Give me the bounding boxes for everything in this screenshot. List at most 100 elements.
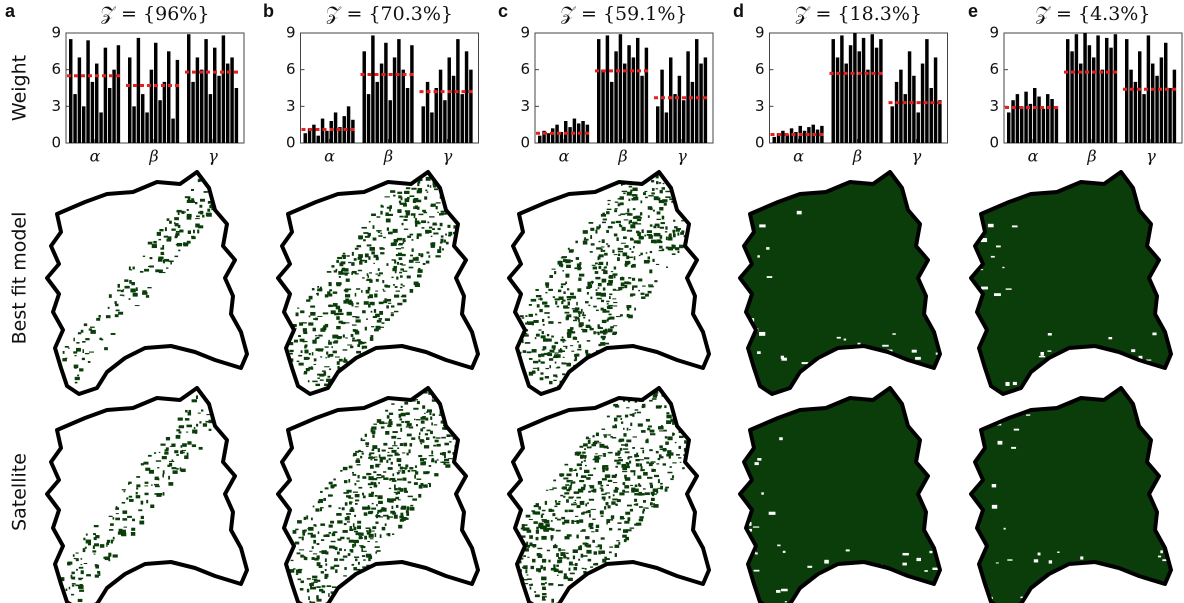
vegetation <box>463 221 467 224</box>
vegetation <box>290 353 293 355</box>
vegetation <box>331 495 333 497</box>
vegetation <box>311 534 316 537</box>
vegetation <box>618 251 623 253</box>
vegetation <box>379 464 381 465</box>
gap <box>743 332 748 334</box>
bar <box>614 51 617 143</box>
vegetation <box>354 330 358 333</box>
vegetation <box>556 367 559 368</box>
vegetation <box>320 379 324 380</box>
vegetation <box>573 555 575 559</box>
gap <box>922 368 927 372</box>
y-tick-label: 6 <box>286 60 296 78</box>
vegetation <box>622 227 626 231</box>
vegetation <box>611 501 615 504</box>
vegetation <box>362 347 364 350</box>
vegetation <box>641 236 644 239</box>
vegetation <box>317 562 321 566</box>
vegetation <box>352 337 355 339</box>
vegetation <box>574 502 577 503</box>
vegetation <box>298 335 301 337</box>
vegetation <box>556 354 561 358</box>
gap <box>979 396 983 399</box>
vegetation <box>404 191 409 194</box>
vegetation <box>111 333 116 335</box>
vegetation <box>298 355 302 357</box>
vegetation <box>561 549 565 550</box>
vegetation <box>679 228 681 230</box>
vegetation <box>663 183 665 184</box>
vegetation <box>83 548 86 552</box>
vegetation <box>615 208 618 209</box>
vegetation <box>585 568 587 570</box>
bar <box>627 45 630 143</box>
vegetation <box>596 292 601 296</box>
vegetation <box>193 230 195 233</box>
vegetation <box>572 308 576 309</box>
vegetation <box>659 167 664 170</box>
vegetation <box>328 505 331 507</box>
vegetation <box>571 351 574 352</box>
vegetation <box>630 470 635 472</box>
vegetation <box>537 304 540 307</box>
vegetation <box>212 185 215 188</box>
vegetation <box>133 267 135 270</box>
bar <box>601 70 604 143</box>
vegetation <box>705 212 707 214</box>
bar <box>645 48 648 143</box>
bar <box>154 43 157 143</box>
vegetation <box>656 463 659 464</box>
vegetation <box>552 487 556 488</box>
vegetation <box>158 239 161 240</box>
vegetation <box>625 213 630 214</box>
vegetation <box>436 202 441 203</box>
vegetation <box>570 573 575 575</box>
vegetation <box>391 312 394 313</box>
vegetation <box>564 464 568 466</box>
vegetation <box>433 185 436 187</box>
vegetation <box>346 513 351 515</box>
vegetation <box>86 533 88 535</box>
vegetation <box>642 229 644 233</box>
vegetation <box>603 468 608 469</box>
vegetation <box>565 396 568 400</box>
vegetation <box>552 269 556 270</box>
bar <box>312 125 315 143</box>
bar <box>1075 34 1078 143</box>
vegetation <box>681 191 684 194</box>
vegetation <box>571 593 573 594</box>
vegetation <box>403 299 407 302</box>
vegetation <box>534 505 539 507</box>
vegetation <box>693 209 695 210</box>
vegetation <box>545 292 547 293</box>
vegetation <box>346 495 351 497</box>
vegetation <box>566 489 570 491</box>
vegetation <box>409 443 412 446</box>
vegetation <box>576 520 579 524</box>
vegetation <box>406 187 410 189</box>
vegetation <box>278 352 280 354</box>
vegetation <box>581 372 583 375</box>
x-tick-label: β <box>1086 147 1096 166</box>
vegetation <box>378 268 380 271</box>
vegetation <box>401 264 405 265</box>
vegetation <box>408 378 410 379</box>
bar <box>695 39 698 143</box>
vegetation <box>640 212 642 215</box>
vegetation <box>543 324 545 326</box>
vegetation <box>652 379 656 381</box>
vegetation <box>187 200 192 203</box>
vegetation <box>409 260 414 263</box>
vegetation <box>438 228 441 230</box>
vegetation <box>103 557 108 559</box>
vegetation <box>515 538 518 540</box>
vegetation <box>426 411 428 412</box>
vegetation <box>410 234 414 236</box>
bar <box>163 82 166 143</box>
vegetation <box>316 586 320 588</box>
bar <box>1092 57 1095 143</box>
vegetation <box>552 513 555 516</box>
bar <box>875 48 878 143</box>
vegetation <box>432 414 435 416</box>
vegetation <box>308 322 313 325</box>
